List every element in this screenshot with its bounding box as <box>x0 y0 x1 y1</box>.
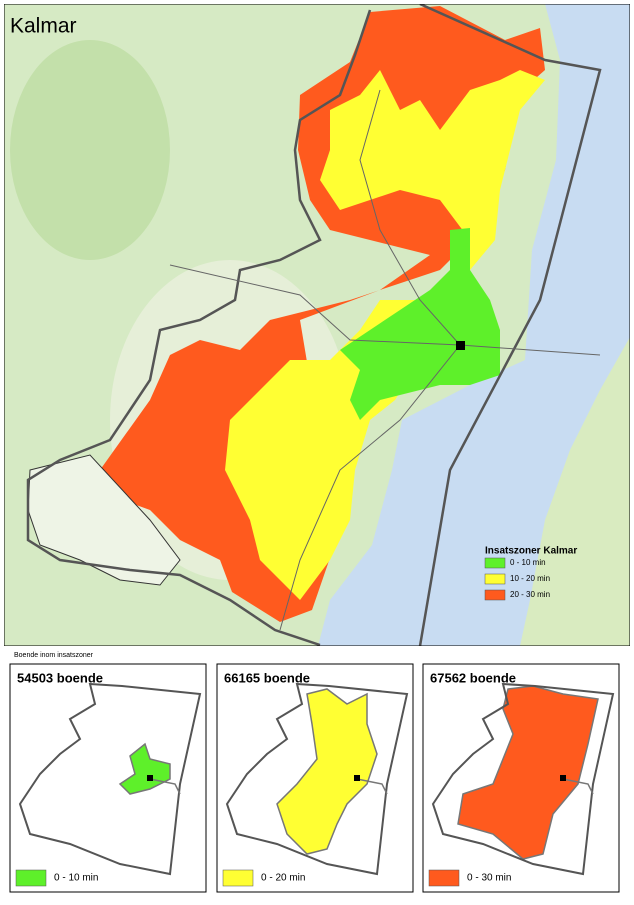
municipal-border <box>225 682 409 876</box>
panel-title: 66165 boende <box>224 670 310 685</box>
sea <box>318 4 630 646</box>
sea-border <box>418 4 602 646</box>
panel: 54503 boende 0 - 10 min <box>9 663 207 893</box>
panel-frame <box>9 663 207 893</box>
zone-outside <box>27 454 181 586</box>
station <box>147 775 153 781</box>
legend-label: 0 - 10 min <box>54 873 98 884</box>
municipal-border <box>431 682 615 876</box>
section-title: Boende inom insatszoner <box>14 652 94 659</box>
road <box>169 264 601 356</box>
map-title: Kalmar <box>10 15 77 38</box>
municipal-border <box>26 9 372 646</box>
road <box>279 344 461 631</box>
legend-label: 10 - 20 min <box>510 574 550 583</box>
road <box>149 778 181 795</box>
municipal-border <box>18 682 202 876</box>
legend: 0 - 10 min 10 - 20 min 20 - 30 min <box>484 557 550 601</box>
station <box>456 341 465 350</box>
road <box>359 89 461 346</box>
legend-swatch <box>484 589 506 601</box>
forest <box>10 40 170 260</box>
island-oland <box>520 337 630 646</box>
legend-label: 20 - 30 min <box>510 590 550 599</box>
zone-area <box>276 688 378 855</box>
station <box>354 775 360 781</box>
main-map <box>4 4 630 646</box>
panel-title: 54503 boende <box>17 670 103 685</box>
panels: 54503 boende 0 - 10 min 66165 boende 0 - 20… <box>9 663 620 893</box>
legend-swatch <box>222 869 254 887</box>
zone-area <box>118 742 171 795</box>
legend-swatch <box>484 573 506 585</box>
station <box>560 775 566 781</box>
legend-swatch <box>484 557 506 569</box>
road <box>562 778 594 795</box>
legend-label: 0 - 30 min <box>467 873 511 884</box>
road <box>356 778 388 795</box>
legend-swatch <box>15 869 47 887</box>
legend-title: Insatszoner Kalmar <box>485 546 577 557</box>
legend-swatch <box>428 869 460 887</box>
legend-label: 0 - 10 min <box>510 558 546 567</box>
panel-title: 67562 boende <box>430 670 516 685</box>
zone-0-10 <box>340 228 500 420</box>
panel: 66165 boende 0 - 20 min <box>216 663 414 893</box>
panel: 67562 boende 0 - 30 min <box>422 663 620 893</box>
legend-label: 0 - 20 min <box>261 873 305 884</box>
